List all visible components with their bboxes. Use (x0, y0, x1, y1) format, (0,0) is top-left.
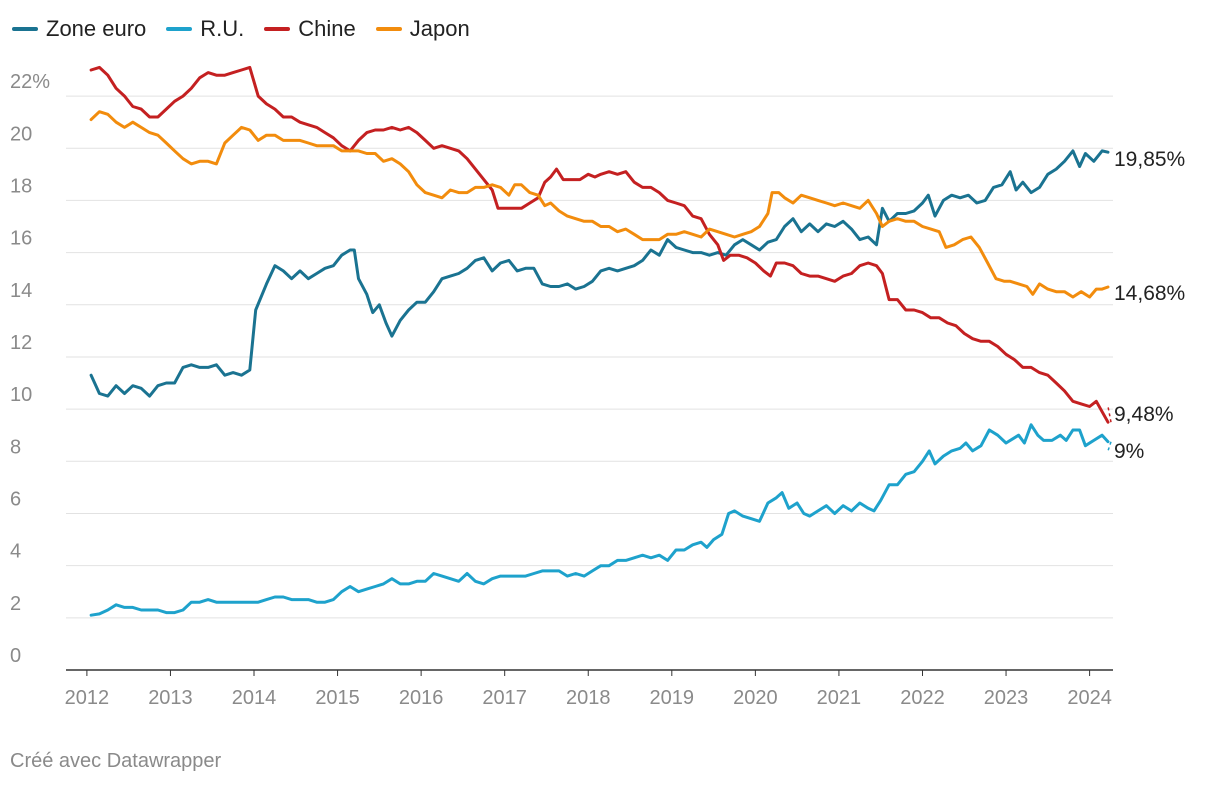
series-line (89, 423, 1110, 617)
y-tick-label: 22% (10, 71, 50, 93)
y-tick-label: 18 (10, 175, 32, 197)
series-line (89, 65, 1110, 424)
series-line (89, 149, 1110, 398)
series-line (89, 110, 1110, 299)
x-tick-label: 2017 (482, 687, 527, 709)
x-tick-label: 2023 (984, 687, 1029, 709)
x-tick-label: 2020 (733, 687, 778, 709)
x-tick-label: 2013 (148, 687, 193, 709)
legend-item: R.U. (166, 16, 244, 42)
y-tick-label: 10 (10, 384, 32, 406)
connector-line (1107, 406, 1112, 423)
x-tick-label: 2021 (817, 687, 862, 709)
y-tick-label: 8 (10, 436, 21, 458)
x-tick-label: 2016 (399, 687, 444, 709)
y-tick-label: 0 (10, 645, 21, 667)
connector-line (1107, 441, 1112, 452)
legend-label: R.U. (200, 16, 245, 41)
y-tick-label: 2 (10, 593, 21, 615)
x-tick-label: 2018 (566, 687, 611, 709)
legend-item: Chine (264, 16, 356, 42)
series-end-label: 19,85% (1114, 148, 1185, 171)
series-end-label: 14,68% (1114, 282, 1185, 305)
y-tick-label: 6 (10, 488, 21, 510)
y-tick-label: 4 (10, 541, 21, 563)
credit-text: Créé avec Datawrapper (10, 750, 222, 772)
legend-label: Chine (298, 16, 356, 41)
legend-item: Zone euro (12, 16, 146, 42)
x-tick-label: 2024 (1067, 687, 1112, 709)
x-tick-label: 2019 (650, 687, 695, 709)
series-end-label: 9% (1114, 440, 1144, 463)
series-lines (89, 65, 1112, 617)
x-tick-label: 2012 (65, 687, 110, 709)
y-tick-label: 14 (10, 280, 32, 302)
legend-swatch (375, 27, 402, 31)
gridlines (66, 95, 1113, 619)
series-end-label: 9,48% (1114, 403, 1174, 426)
legend-item: Japon (375, 16, 470, 42)
y-tick-label: 12 (10, 332, 32, 354)
legend-swatch (12, 27, 38, 31)
legend-swatch (264, 27, 291, 31)
legend-label: Zone euro (46, 16, 147, 41)
legend-swatch (166, 27, 193, 31)
y-tick-label: 20 (10, 123, 32, 145)
x-tick-label: 2014 (232, 687, 277, 709)
x-tick-label: 2022 (900, 687, 945, 709)
end-labels: 19,85% 9% 9,48% 14,68% (1114, 148, 1185, 463)
legend: Zone euro R.U. Chine Japon (12, 14, 470, 44)
axes: 0 2 4 6 8 10 12 14 16 18 20 22% 2012 2013 2014 2015 2016… (10, 71, 1113, 709)
y-tick-label: 16 (10, 228, 32, 250)
legend-label: Japon (409, 16, 470, 41)
x-tick-label: 2015 (315, 687, 360, 709)
